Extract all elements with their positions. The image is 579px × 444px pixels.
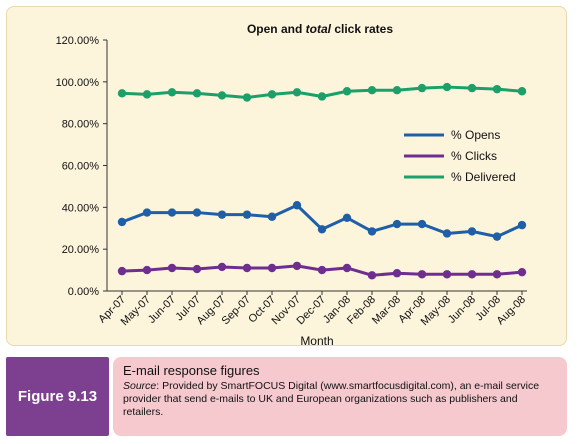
caption-title: E-mail response figures — [123, 363, 260, 378]
data-point — [217, 262, 227, 272]
data-point — [342, 263, 352, 273]
data-point — [192, 89, 202, 98]
data-point — [167, 208, 177, 217]
data-point — [517, 87, 527, 96]
data-point — [392, 269, 402, 278]
data-point — [467, 83, 477, 93]
data-point — [117, 217, 127, 227]
data-point — [267, 90, 277, 99]
chart-title-suffix: click rates — [331, 22, 393, 36]
data-point — [417, 219, 427, 229]
data-point — [142, 90, 152, 99]
y-tick-label: 120.00% — [56, 35, 100, 47]
legend-label: % Delivered — [451, 170, 516, 184]
data-point — [117, 266, 127, 276]
data-point — [292, 261, 302, 271]
figure-number-badge: Figure 9.13 — [6, 357, 109, 436]
data-point — [242, 210, 252, 219]
chart-series — [117, 82, 527, 280]
data-point — [217, 210, 227, 219]
data-point — [267, 212, 277, 221]
data-point — [117, 89, 127, 98]
data-point — [517, 267, 527, 277]
data-point — [442, 82, 452, 92]
data-point — [367, 271, 377, 280]
y-tick-label: 80.00% — [62, 119, 100, 131]
data-point — [167, 263, 177, 273]
data-point — [492, 270, 502, 279]
x-tick-label: Jun-07 — [146, 294, 178, 326]
x-tick-label: Mar-08 — [370, 294, 403, 327]
chart-panel — [6, 6, 567, 346]
x-tick-label: Jun-08 — [446, 294, 478, 326]
y-tick-label: 40.00% — [62, 202, 100, 214]
data-point — [142, 208, 152, 217]
data-point — [317, 225, 327, 234]
figure-caption: Figure 9.13 E-mail response figures Sour… — [6, 357, 567, 436]
chart-legend: % Opens % Clicks % Delivered — [404, 128, 516, 184]
data-point — [442, 270, 452, 279]
data-point — [492, 84, 502, 94]
data-point — [417, 270, 427, 279]
data-point — [317, 92, 327, 101]
data-point — [292, 88, 302, 97]
data-point — [292, 201, 302, 210]
y-tick-label: 20.00% — [62, 244, 100, 256]
data-point — [467, 270, 477, 279]
chart-title: Open and total click rates — [247, 22, 393, 36]
line-chart: Open and total click rates 0.00% 20.00% 40… — [56, 22, 529, 348]
caption-body: E-mail response figures Source: Provided… — [113, 357, 567, 436]
chart-title-prefix: Open and — [247, 22, 306, 36]
data-point — [192, 208, 202, 217]
data-point — [442, 229, 452, 238]
chart-title-emphasis: total — [306, 22, 332, 36]
data-point — [192, 264, 202, 274]
data-point — [142, 265, 152, 275]
y-tick-label: 100.00% — [56, 77, 100, 89]
data-point — [517, 220, 527, 230]
data-point — [317, 265, 327, 275]
caption-source-label: Source — [123, 380, 157, 392]
data-point — [392, 86, 402, 95]
y-tick-label: 60.00% — [62, 161, 100, 173]
legend-label: % Opens — [451, 128, 500, 142]
y-tick-label: 0.00% — [68, 286, 99, 298]
data-point — [492, 232, 502, 241]
data-point — [467, 227, 477, 236]
x-axis-label: Month — [300, 334, 333, 348]
data-point — [342, 87, 352, 96]
legend-label: % Clicks — [451, 149, 497, 163]
data-point — [242, 263, 252, 273]
data-point — [367, 86, 377, 95]
data-point — [392, 219, 402, 229]
caption-source: Source: Provided by SmartFOCUS Digital (… — [123, 380, 559, 419]
data-point — [267, 263, 277, 273]
data-point — [367, 227, 377, 236]
data-point — [217, 91, 227, 100]
caption-source-text: : Provided by SmartFOCUS Digital (www.sm… — [123, 380, 540, 418]
data-point — [167, 88, 177, 97]
data-point — [242, 93, 252, 102]
data-point — [417, 83, 427, 93]
data-point — [342, 213, 352, 222]
